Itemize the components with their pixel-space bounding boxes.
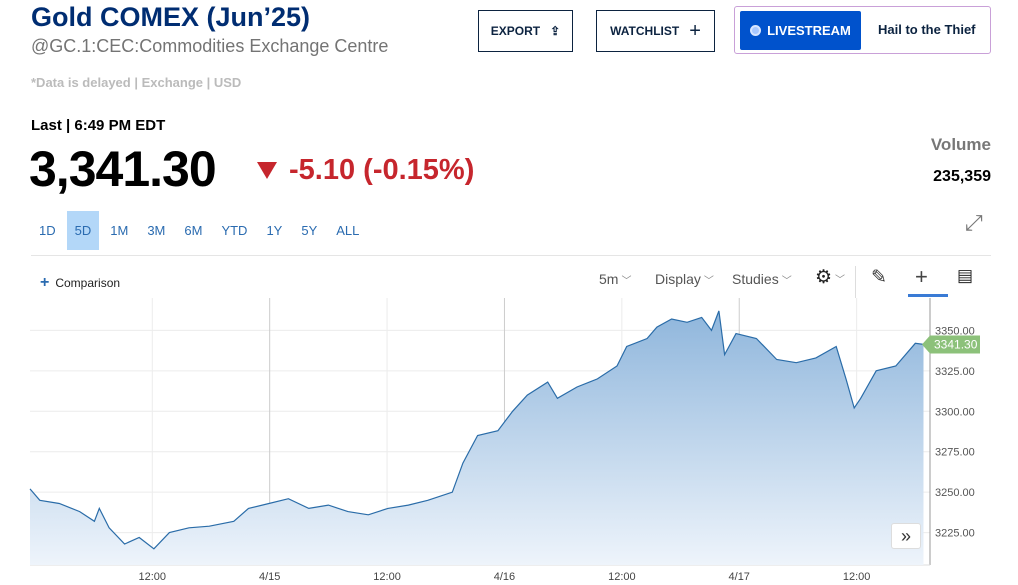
- expand-icon[interactable]: ⤢: [965, 210, 983, 235]
- change-value: -5.10 (-0.15%): [289, 154, 475, 186]
- pencil-icon[interactable]: ✎: [871, 267, 887, 288]
- live-dot-icon: [750, 25, 762, 36]
- active-tool-indicator: [908, 294, 948, 297]
- watchlist-label: WATCHLIST: [610, 24, 680, 38]
- x-tick-label: 4/16: [494, 571, 515, 583]
- range-tab-all[interactable]: ALL: [336, 223, 360, 238]
- export-button[interactable]: EXPORT ⇪: [478, 10, 573, 52]
- studies-dropdown[interactable]: Studies ﹀: [732, 271, 792, 287]
- livestream-button[interactable]: LIVESTREAM: [740, 11, 861, 50]
- range-tabs: 1D 5D 1M 3M 6M YTD 1Y 5Y ALL: [31, 211, 370, 250]
- range-tab-1m[interactable]: 1M: [110, 223, 129, 238]
- y-tick-label: 3275.00: [935, 447, 975, 459]
- range-tab-ytd[interactable]: YTD: [221, 223, 248, 238]
- display-dropdown[interactable]: Display ﹀: [655, 271, 714, 287]
- range-tab-6m[interactable]: 6M: [184, 223, 203, 238]
- x-tick-label: 12:00: [139, 571, 167, 583]
- range-tab-1y[interactable]: 1Y: [266, 223, 283, 238]
- x-tick-label: 4/15: [259, 571, 280, 583]
- range-tab-5y[interactable]: 5Y: [301, 223, 318, 238]
- display-label: Display: [655, 271, 701, 287]
- crosshair-icon[interactable]: +: [915, 264, 928, 289]
- share-icon: ⇪: [550, 24, 561, 38]
- studies-label: Studies: [732, 271, 779, 287]
- livestream-label: LIVESTREAM: [767, 23, 851, 38]
- down-arrow-icon: [257, 162, 277, 179]
- last-price-tag: [922, 335, 980, 354]
- y-tick-label: 3325.00: [935, 366, 975, 378]
- y-tick-label: 3350.00: [935, 325, 975, 337]
- interval-label: 5m: [599, 271, 619, 287]
- show-title[interactable]: Hail to the Thief: [878, 22, 976, 37]
- plus-icon: +: [40, 274, 50, 291]
- plus-icon: +: [689, 19, 701, 42]
- last-price: 3,341.30: [29, 141, 217, 197]
- symbol-subtitle: @GC.1:CEC:Commodities Exchange Centre: [31, 36, 389, 56]
- delayed-note: *Data is delayed | Exchange | USD: [31, 75, 242, 90]
- x-tick-label: 12:00: [608, 571, 636, 583]
- scroll-to-end-button[interactable]: »: [891, 523, 921, 549]
- last-time: Last | 6:49 PM EDT: [31, 117, 166, 134]
- settings-gear-icon[interactable]: ⚙ ﹀: [815, 267, 846, 288]
- y-tick-label: 3300.00: [935, 406, 975, 418]
- x-tick-label: 12:00: [373, 571, 401, 583]
- volume-label: Volume: [930, 135, 991, 154]
- range-tab-5d[interactable]: 5D: [66, 211, 100, 250]
- export-label: EXPORT: [490, 24, 541, 38]
- last-price-label: 3341.30: [934, 337, 978, 351]
- volume-value: 235,359: [933, 168, 991, 185]
- chevron-down-icon: ﹀: [621, 276, 632, 287]
- price-line: [29, 310, 924, 550]
- comment-icon[interactable]: ▤: [957, 266, 974, 285]
- page-title: Gold COMEX (Jun’25): [31, 2, 311, 32]
- chevron-down-icon: ﹀: [703, 276, 714, 287]
- comparison-label: Comparison: [55, 276, 121, 290]
- divider: [855, 266, 856, 298]
- range-tab-3m[interactable]: 3M: [147, 223, 166, 238]
- x-tick-label: 12:00: [843, 571, 871, 583]
- watchlist-button[interactable]: WATCHLIST +: [596, 10, 715, 52]
- range-tab-1d[interactable]: 1D: [39, 223, 56, 238]
- chevron-down-icon: ﹀: [781, 276, 792, 287]
- divider: [31, 255, 991, 256]
- livestream-banner[interactable]: LIVESTREAM Hail to the Thief: [734, 6, 991, 54]
- y-tick-label: 3225.00: [935, 528, 975, 540]
- x-tick-label: 4/17: [729, 571, 750, 583]
- price-change: -5.10 (-0.15%): [257, 154, 474, 187]
- y-tick-label: 3250.00: [935, 487, 975, 499]
- comparison-button[interactable]: + Comparison: [40, 274, 120, 292]
- interval-dropdown[interactable]: 5m ﹀: [599, 271, 631, 287]
